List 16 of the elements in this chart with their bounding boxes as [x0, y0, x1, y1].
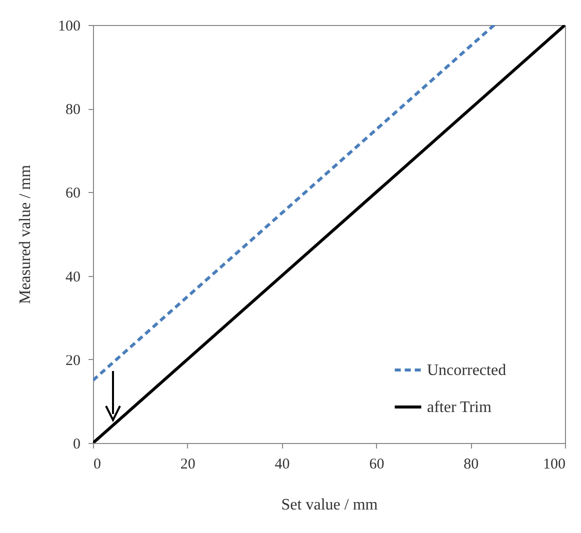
y-tick-label: 20: [66, 352, 80, 369]
x-tick-label: 80: [464, 456, 479, 472]
y-tick-label: 80: [66, 102, 80, 118]
y-axis-title: Measured value / mm: [17, 164, 34, 304]
x-tick-label: 20: [180, 456, 196, 472]
x-axis-title: Set value / mm: [281, 496, 378, 514]
x-tick-label: 40: [274, 456, 290, 472]
y-tick-label: 60: [66, 186, 80, 202]
legend-label: Uncorrected: [427, 362, 506, 379]
legend-label: after Trim: [427, 399, 492, 416]
x-tick-label: 0: [94, 456, 101, 472]
x-tick-label: 60: [369, 456, 384, 472]
x-tick-label: 100: [543, 456, 566, 472]
y-tick-label: 0: [73, 436, 80, 452]
y-tick-label: 100: [58, 18, 80, 34]
y-tick-label: 40: [66, 269, 80, 286]
